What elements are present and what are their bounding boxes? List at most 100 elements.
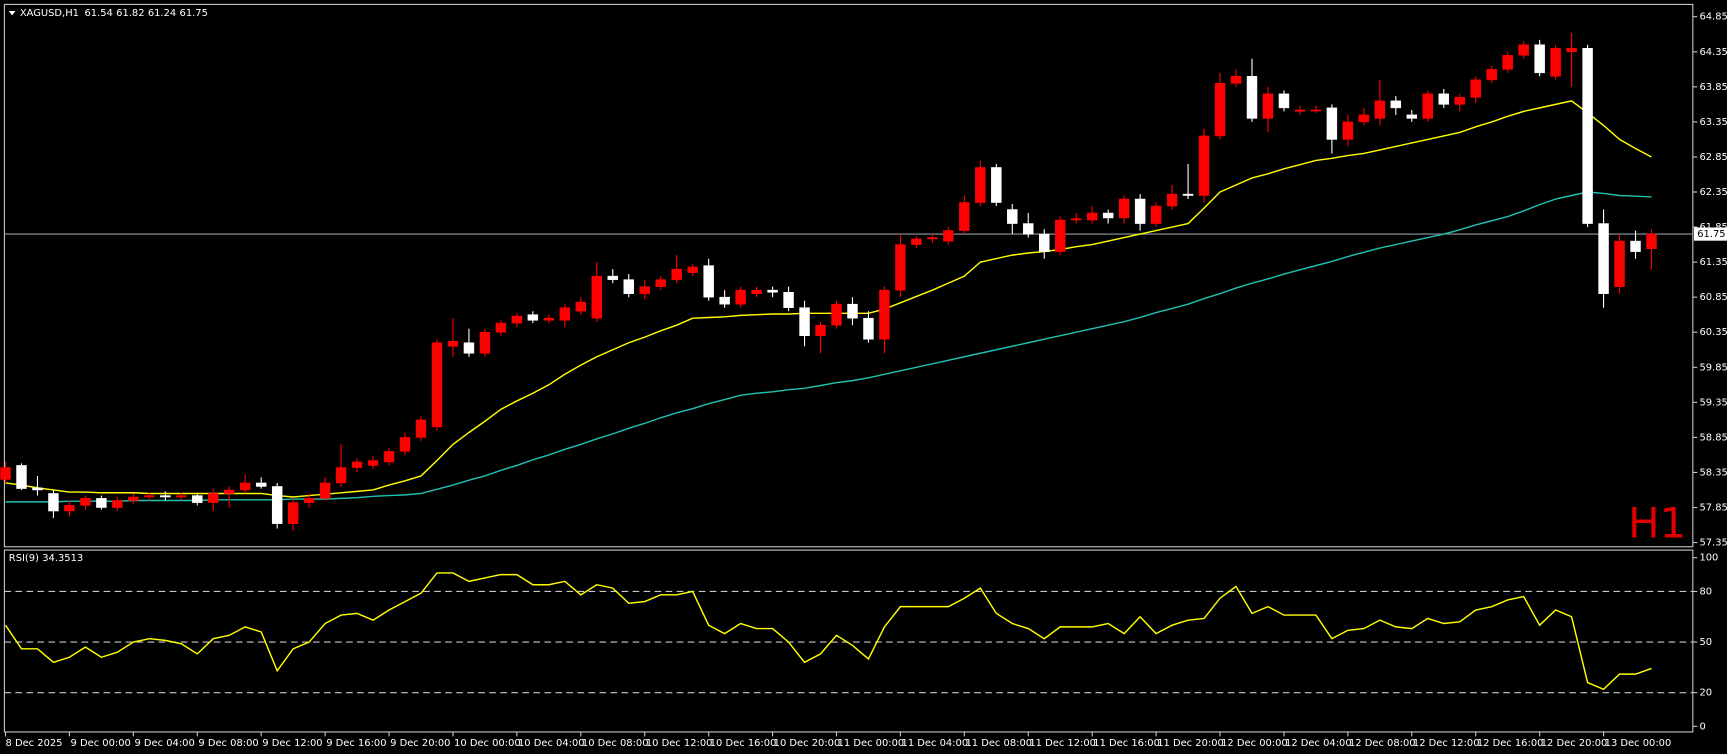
candle-body (751, 289, 762, 294)
candle-body (1246, 76, 1258, 119)
x-tick-label: 10 Dec 00:00 (454, 738, 521, 749)
candle-body (687, 266, 698, 273)
candle-body (559, 307, 571, 321)
candle-body (543, 317, 555, 321)
candle-body (927, 237, 938, 240)
candle-body (815, 324, 826, 337)
x-tick-label: 10 Dec 16:00 (710, 738, 777, 749)
candle-body (1454, 97, 1465, 105)
candle-body (1326, 107, 1338, 140)
y-tick-label: 50 (1699, 637, 1712, 648)
last-price-label: 61.75 (1697, 229, 1725, 240)
candle-body (80, 498, 91, 506)
candle-body (64, 505, 75, 512)
y-tick-label: 100 (1699, 553, 1718, 564)
candle-body (447, 341, 459, 347)
y-tick-label: 80 (1699, 586, 1712, 597)
candle-body (719, 296, 730, 305)
x-tick-label: 12 Dec 04:00 (1285, 738, 1352, 749)
rsi-line (4, 572, 1652, 691)
candle-body (1150, 205, 1162, 224)
candle-body (319, 482, 331, 499)
candle-body (1086, 212, 1098, 221)
candle-body (1134, 198, 1146, 224)
x-tick-label: 11 Dec 20:00 (1157, 738, 1224, 749)
candle-body (831, 303, 842, 326)
y-tick-label: 61.35 (1699, 257, 1727, 268)
candle-body (847, 303, 858, 319)
x-tick-label: 10 Dec 04:00 (518, 738, 585, 749)
candle-body (735, 289, 746, 305)
candle-body (1342, 121, 1354, 140)
candle-body (1310, 109, 1322, 112)
x-tick-label: 11 Dec 00:00 (838, 738, 905, 749)
y-tick-label: 63.85 (1699, 82, 1727, 93)
x-tick-label: 10 Dec 20:00 (774, 738, 841, 749)
candle-body (287, 502, 299, 524)
x-tick-label: 9 Dec 16:00 (326, 738, 386, 749)
y-tick-label: 62.85 (1699, 152, 1727, 163)
candle-body (112, 500, 123, 508)
candle-body (591, 275, 603, 319)
candle-body (176, 495, 187, 498)
candle-body (1518, 44, 1529, 56)
candle-body (1070, 218, 1082, 221)
candle-body (495, 322, 507, 333)
candle-body (1582, 48, 1593, 224)
candle-body (271, 486, 283, 524)
last-price-box (1693, 227, 1727, 241)
candle-body (1166, 193, 1178, 207)
main-pane-frame (3, 3, 1694, 548)
candle-body (335, 467, 347, 484)
x-tick-label: 13 Dec 00:00 (1605, 738, 1672, 749)
candle-body (1374, 100, 1386, 119)
rsi-name: RSI(9) (9, 553, 39, 564)
candle-body (96, 498, 107, 508)
x-tick-label: 11 Dec 08:00 (965, 738, 1032, 749)
candle-body (783, 291, 794, 308)
y-tick-label: 64.35 (1699, 47, 1727, 58)
candle-body (975, 167, 986, 203)
candle-body (767, 289, 778, 293)
candle-body (463, 342, 475, 354)
candle-body (431, 342, 443, 428)
candle-body (1102, 212, 1114, 219)
x-tick-label: 10 Dec 12:00 (646, 738, 713, 749)
candle-body (623, 279, 634, 294)
menu-arrow[interactable] (8, 11, 16, 16)
candle-body (0, 467, 11, 480)
candle-body (991, 167, 1002, 203)
candle-body (144, 495, 155, 498)
candle-body (255, 482, 267, 487)
candle-body (1646, 233, 1657, 250)
candle-body (383, 451, 395, 463)
rsi-last: 34.3513 (42, 553, 83, 564)
candle-body (1230, 76, 1242, 84)
candle-body (1278, 93, 1290, 109)
x-tick-label: 9 Dec 04:00 (134, 738, 194, 749)
candle-body (863, 317, 874, 340)
candle-body (1214, 83, 1226, 137)
candle-body (16, 465, 27, 489)
candle-body (192, 495, 203, 503)
rsi-header: RSI(9) 34.3513 (9, 553, 83, 564)
y-tick-label: 60.85 (1699, 292, 1727, 303)
candle-body (895, 244, 906, 291)
candle-body (959, 202, 970, 231)
x-tick-label: 9 Dec 12:00 (262, 738, 322, 749)
candle-body (48, 493, 59, 512)
x-tick-label: 11 Dec 04:00 (902, 738, 969, 749)
x-tick-label: 12 Dec 16:00 (1477, 738, 1544, 749)
candle-body (1039, 233, 1050, 252)
x-tick-label: 12 Dec 20:00 (1541, 738, 1608, 749)
rsi-pane-frame (3, 549, 1694, 733)
candle-body (1182, 193, 1194, 196)
candle-body (879, 289, 890, 340)
candle-body (1023, 223, 1034, 235)
candle-body (1054, 219, 1066, 252)
candle-body (1438, 93, 1449, 105)
x-tick-label: 9 Dec 08:00 (198, 738, 258, 749)
candle-body (1358, 114, 1370, 123)
candle-body (239, 482, 251, 491)
